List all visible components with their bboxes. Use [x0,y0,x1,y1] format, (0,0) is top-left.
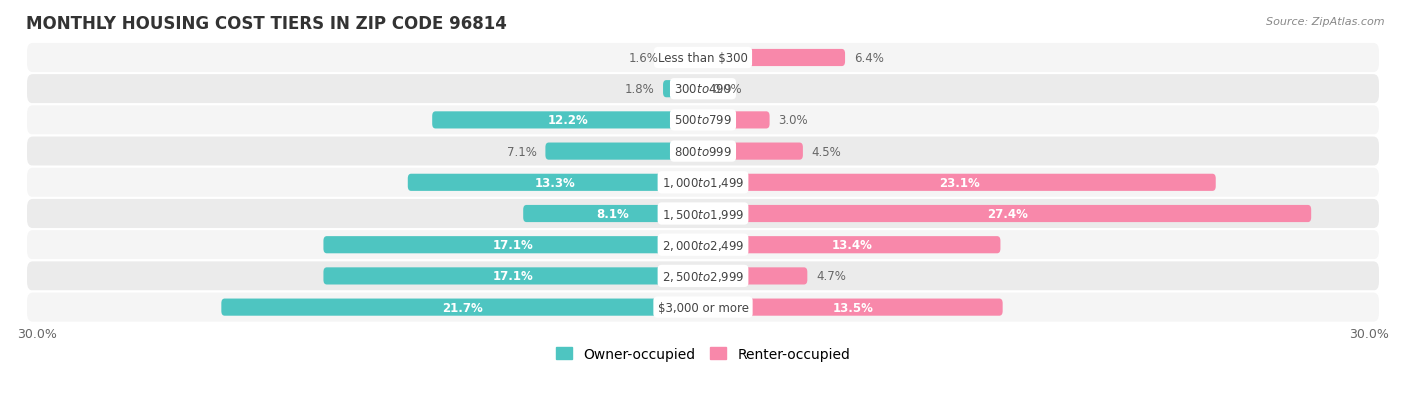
Text: $2,000 to $2,499: $2,000 to $2,499 [662,238,744,252]
Text: 7.1%: 7.1% [506,145,537,158]
FancyBboxPatch shape [703,174,1216,191]
FancyBboxPatch shape [703,205,1312,223]
FancyBboxPatch shape [25,167,1381,198]
FancyBboxPatch shape [703,143,803,160]
FancyBboxPatch shape [664,81,703,98]
Text: 12.2%: 12.2% [547,114,588,127]
FancyBboxPatch shape [25,198,1381,230]
Text: 1.8%: 1.8% [624,83,654,96]
FancyBboxPatch shape [703,50,845,67]
Text: 13.3%: 13.3% [536,176,576,189]
Legend: Owner-occupied, Renter-occupied: Owner-occupied, Renter-occupied [550,342,856,366]
Text: $300 to $499: $300 to $499 [673,83,733,96]
Text: 17.1%: 17.1% [494,239,534,252]
Text: 1.6%: 1.6% [628,52,658,65]
FancyBboxPatch shape [703,268,807,285]
FancyBboxPatch shape [25,261,1381,292]
Text: $2,500 to $2,999: $2,500 to $2,999 [662,269,744,283]
FancyBboxPatch shape [221,299,703,316]
Text: 4.5%: 4.5% [811,145,842,158]
FancyBboxPatch shape [523,205,703,223]
FancyBboxPatch shape [25,105,1381,136]
Text: 23.1%: 23.1% [939,176,980,189]
FancyBboxPatch shape [25,43,1381,74]
FancyBboxPatch shape [703,112,769,129]
Text: $800 to $999: $800 to $999 [673,145,733,158]
FancyBboxPatch shape [25,136,1381,167]
FancyBboxPatch shape [668,50,703,67]
FancyBboxPatch shape [25,292,1381,323]
FancyBboxPatch shape [546,143,703,160]
FancyBboxPatch shape [432,112,703,129]
Text: $500 to $799: $500 to $799 [673,114,733,127]
FancyBboxPatch shape [25,230,1381,261]
Text: 27.4%: 27.4% [987,207,1028,221]
FancyBboxPatch shape [323,237,703,254]
Text: 17.1%: 17.1% [494,270,534,283]
FancyBboxPatch shape [703,237,1001,254]
Text: 3.0%: 3.0% [779,114,808,127]
Text: $1,500 to $1,999: $1,500 to $1,999 [662,207,744,221]
Text: 13.4%: 13.4% [831,239,872,252]
Text: 13.5%: 13.5% [832,301,873,314]
FancyBboxPatch shape [408,174,703,191]
Text: 21.7%: 21.7% [441,301,482,314]
Text: Source: ZipAtlas.com: Source: ZipAtlas.com [1267,17,1385,26]
FancyBboxPatch shape [703,299,1002,316]
Text: 6.4%: 6.4% [853,52,884,65]
Text: $1,000 to $1,499: $1,000 to $1,499 [662,176,744,190]
Text: MONTHLY HOUSING COST TIERS IN ZIP CODE 96814: MONTHLY HOUSING COST TIERS IN ZIP CODE 9… [25,15,508,33]
Text: 8.1%: 8.1% [596,207,630,221]
Text: $3,000 or more: $3,000 or more [658,301,748,314]
Text: 4.7%: 4.7% [817,270,846,283]
Text: 0.0%: 0.0% [711,83,741,96]
FancyBboxPatch shape [25,74,1381,105]
FancyBboxPatch shape [323,268,703,285]
Text: Less than $300: Less than $300 [658,52,748,65]
